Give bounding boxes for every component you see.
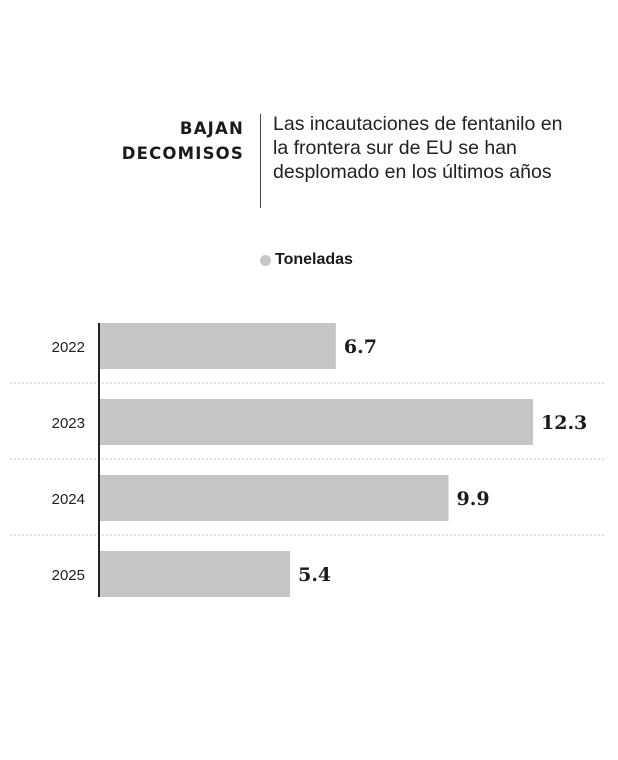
- value-label: 12.3: [541, 412, 587, 434]
- chart-header: BAJAN DECOMISOS Las incautaciones de fen…: [0, 112, 618, 212]
- chart-title-line-1: BAJAN: [179, 119, 244, 138]
- value-label: 9.9: [457, 488, 490, 510]
- legend-label: Toneladas: [275, 251, 353, 268]
- category-label: 2022: [52, 339, 85, 356]
- category-label: 2024: [52, 491, 85, 508]
- chart-subtitle: Las incautaciones de fentanilo en la fro…: [273, 113, 563, 183]
- legend-swatch: [260, 254, 271, 266]
- value-label: 6.7: [344, 336, 377, 358]
- header-divider: [260, 114, 261, 208]
- chart-legend: Toneladas: [260, 249, 353, 271]
- bar: [100, 475, 449, 521]
- category-label: 2025: [52, 567, 85, 584]
- value-label: 5.4: [298, 564, 331, 586]
- category-label: 2023: [52, 415, 85, 432]
- chart-title-line-2: DECOMISOS: [121, 144, 244, 163]
- bar: [100, 399, 533, 445]
- bar: [100, 551, 291, 597]
- chart-title: BAJAN DECOMISOS: [122, 116, 244, 166]
- bar: [100, 323, 336, 369]
